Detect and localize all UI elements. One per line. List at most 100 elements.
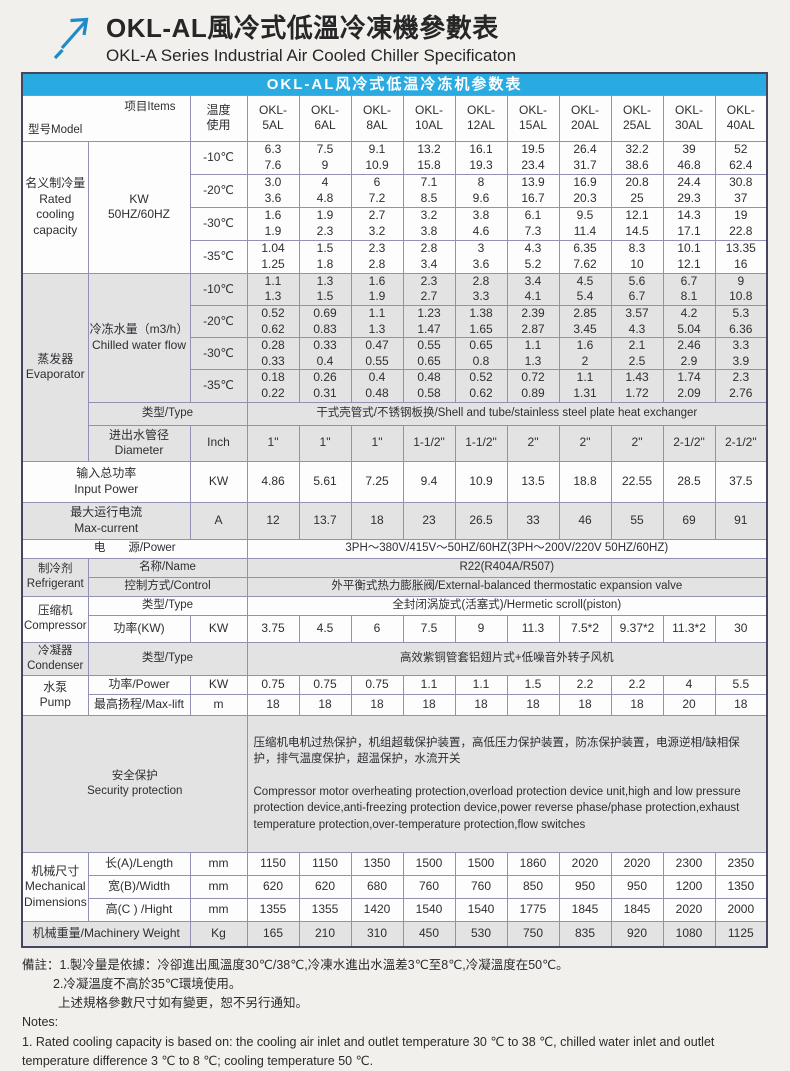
value-cell: 1.6 1.9 xyxy=(246,206,300,241)
value-cell: 1-1/2" xyxy=(402,424,456,462)
value-cell: 8 9.6 xyxy=(454,173,508,208)
value-cell: 55 xyxy=(610,501,664,540)
chilled-water-flow-label: 冷冻水量（m3/h） Chilled water flow xyxy=(87,272,191,403)
value-cell: 26.5 xyxy=(454,501,508,540)
value-cell: 18 xyxy=(350,501,404,540)
value-cell: 23 xyxy=(402,501,456,540)
value-cell: 13.35 16 xyxy=(714,239,768,274)
note-en-1: 1. Rated cooling capacity is based on: t… xyxy=(22,1035,715,1069)
value-cell: 2.8 3.4 xyxy=(402,239,456,274)
value-cell: 5.3 6.36 xyxy=(714,305,768,339)
note-zh-1: 備註：1.製冷量是依據：冷卻進出風溫度30℃/38℃,冷凍水進出水溫差3℃至8℃… xyxy=(22,958,569,973)
page-subtitle: OKL-A Series Industrial Air Cooled Chill… xyxy=(106,45,517,65)
temp-label: -10℃ xyxy=(189,272,248,307)
value-cell: 1150 xyxy=(246,852,300,877)
input-power-label: 输入总功率 Input Power xyxy=(21,460,191,503)
diameter-unit: Inch xyxy=(189,424,248,462)
value-cell: 3.2 3.8 xyxy=(402,206,456,241)
temp-label: -20℃ xyxy=(189,305,248,339)
value-cell: 1540 xyxy=(402,898,456,923)
value-cell: 3.75 xyxy=(246,614,300,643)
section-label-cooling: 名义制冷量 Rated cooling capacity xyxy=(21,140,89,274)
value-cell: 7.5*2 xyxy=(558,614,612,643)
input-power-unit: KW xyxy=(189,460,248,503)
value-cell: 37.5 xyxy=(714,460,768,503)
value-cell: 1845 xyxy=(610,898,664,923)
length-label: 长(A)/Length xyxy=(87,852,191,877)
value-cell: 3 3.6 xyxy=(454,239,508,274)
value-cell: 7.1 8.5 xyxy=(402,173,456,208)
value-cell: 1.23 1.47 xyxy=(402,305,456,339)
model-header-cell: OKL- 30AL xyxy=(662,94,716,142)
value-cell: 18 xyxy=(506,693,560,716)
model-header-cell: OKL- 5AL xyxy=(246,94,300,142)
value-cell: 920 xyxy=(610,921,664,948)
value-cell: 0.28 0.33 xyxy=(246,337,300,371)
value-cell: 52 62.4 xyxy=(714,140,768,175)
value-cell: 3.0 3.6 xyxy=(246,173,300,208)
value-cell: 2020 xyxy=(662,898,716,923)
table-caption: OKL-AL风冷式低温冷冻机参数表 xyxy=(21,72,768,96)
value-cell: 1125 xyxy=(714,921,768,948)
value-cell: 6.1 7.3 xyxy=(506,206,560,241)
value-cell: 530 xyxy=(454,921,508,948)
value-cell: 0.75 xyxy=(246,674,300,695)
value-cell: 7.5 xyxy=(402,614,456,643)
value-cell: 310 xyxy=(350,921,404,948)
value-cell: 91 xyxy=(714,501,768,540)
value-cell: 1540 xyxy=(454,898,508,923)
value-cell: 2.3 2.7 xyxy=(402,272,456,307)
value-cell: 30 xyxy=(714,614,768,643)
value-cell: 1350 xyxy=(714,875,768,900)
value-cell: 2.39 2.87 xyxy=(506,305,560,339)
page-title: OKL-AL風冷式低溫冷凍機參數表 xyxy=(106,13,499,43)
value-cell: 6 7.2 xyxy=(350,173,404,208)
value-cell: 750 xyxy=(506,921,560,948)
value-cell: 14.3 17.1 xyxy=(662,206,716,241)
value-cell: 1845 xyxy=(558,898,612,923)
temp-header-cell: 温度 使用 xyxy=(189,94,248,142)
value-cell: 16.1 19.3 xyxy=(454,140,508,175)
value-cell: 11.3 xyxy=(506,614,560,643)
value-cell: 3.3 3.9 xyxy=(714,337,768,371)
section-label-compressor: 压缩机 Compressor xyxy=(21,595,89,643)
value-cell: 32.2 38.6 xyxy=(610,140,664,175)
notes-en-label: Notes: xyxy=(22,1015,59,1030)
security-text-cell: 压缩机电机过热保护，机组超载保护装置，高低压力保护装置，防冻保护装置，电源逆相/… xyxy=(246,714,768,854)
length-unit: mm xyxy=(189,852,248,877)
value-cell: 1.1 1.3 xyxy=(350,305,404,339)
value-cell: 2" xyxy=(506,424,560,462)
value-cell: 18 xyxy=(298,693,352,716)
value-cell: 165 xyxy=(246,921,300,948)
value-cell: 8.3 10 xyxy=(610,239,664,274)
value-cell: 6 xyxy=(350,614,404,643)
value-cell: 2.8 3.3 xyxy=(454,272,508,307)
value-cell: 950 xyxy=(610,875,664,900)
value-cell: 2.3 2.76 xyxy=(714,369,768,403)
compressor-power-unit: KW xyxy=(189,614,248,643)
value-cell: 7.5 9 xyxy=(298,140,352,175)
value-cell: 1.5 1.8 xyxy=(298,239,352,274)
value-cell: 2.46 2.9 xyxy=(662,337,716,371)
value-cell: 26.4 31.7 xyxy=(558,140,612,175)
value-cell: 4.5 5.4 xyxy=(558,272,612,307)
value-cell: 0.52 0.62 xyxy=(454,369,508,403)
note-zh-3: 上述規格參數尺寸如有變更，恕不另行通知。 xyxy=(58,996,309,1011)
value-cell: 850 xyxy=(506,875,560,900)
value-cell: 2-1/2" xyxy=(714,424,768,462)
power-supply-label: 电 源/Power xyxy=(21,538,248,559)
note-zh-2: 2.冷凝溫度不高於35℃環境使用。 xyxy=(53,977,242,992)
evaporator-type-label: 类型/Type xyxy=(87,401,248,426)
value-cell: 2.2 xyxy=(558,674,612,695)
value-cell: 6.3 7.6 xyxy=(246,140,300,175)
value-cell: 0.33 0.4 xyxy=(298,337,352,371)
section-label-dimensions: 机械尺寸 Mechanical Dimensions xyxy=(21,852,89,923)
value-cell: 20 xyxy=(662,693,716,716)
value-cell: 1.5 xyxy=(506,674,560,695)
corner-header-cell: 型号Model 项目Items xyxy=(21,94,191,142)
max-current-unit: A xyxy=(189,501,248,540)
refrigerant-control-label: 控制方式/Control xyxy=(87,576,248,597)
corner-model-label: 型号Model xyxy=(28,123,83,136)
value-cell: 2" xyxy=(610,424,664,462)
value-cell: 1350 xyxy=(350,852,404,877)
